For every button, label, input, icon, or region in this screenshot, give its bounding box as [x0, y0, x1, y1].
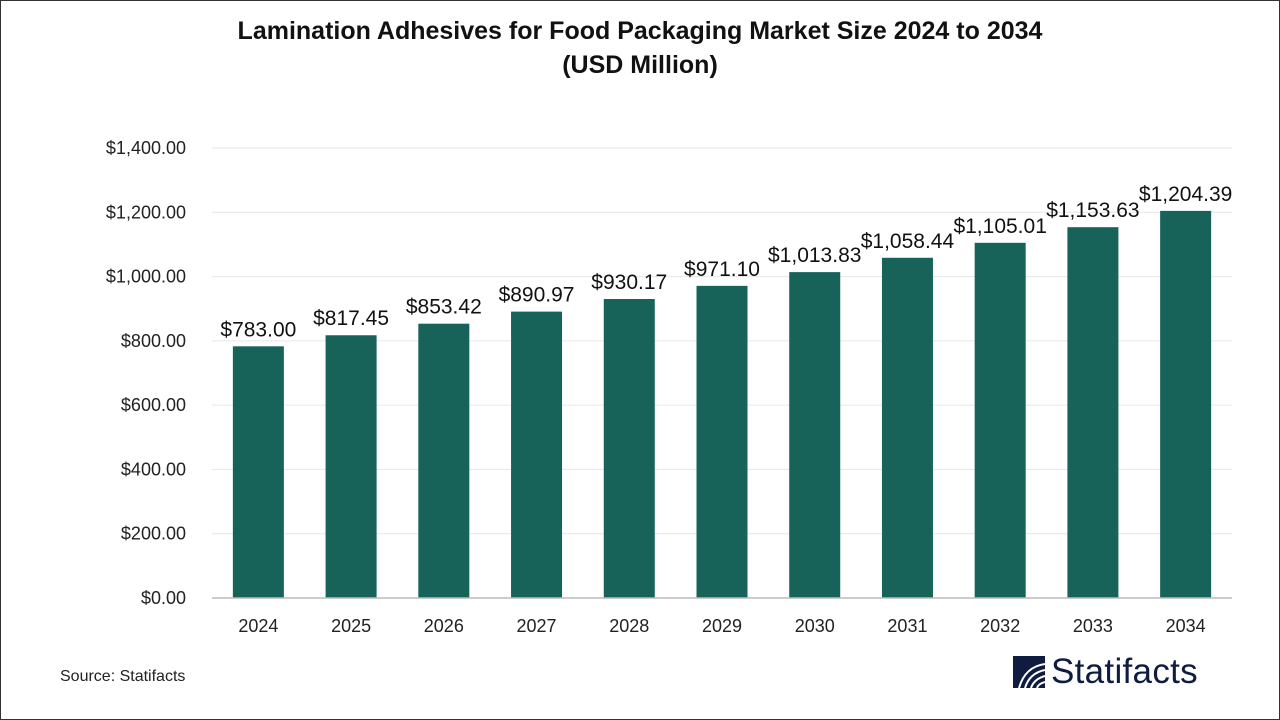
chart-subtitle: (USD Million)	[562, 51, 718, 79]
statifacts-logo: Statifacts	[1013, 652, 1198, 692]
bar-2031	[881, 257, 933, 598]
x-tick-label: 2028	[609, 616, 649, 636]
bar-2030	[789, 272, 841, 598]
data-label: $1,058.44	[861, 230, 955, 253]
bar-2029	[696, 285, 748, 598]
data-label: $1,204.39	[1139, 183, 1232, 206]
data-label: $930.17	[591, 271, 667, 294]
chart-title: Lamination Adhesives for Food Packaging …	[0, 14, 1280, 82]
source-note: Source: Statifacts	[60, 668, 186, 685]
bar-2026	[418, 323, 470, 598]
y-tick-label: $1,000.00	[106, 267, 186, 287]
bar-2032	[974, 242, 1026, 598]
y-tick-label: $800.00	[121, 331, 186, 351]
bar-2034	[1160, 210, 1212, 599]
bar-2025	[325, 335, 377, 598]
x-tick-label: 2031	[887, 616, 927, 636]
logo-mark-icon	[1013, 656, 1045, 688]
x-tick-label: 2030	[795, 616, 835, 636]
y-tick-label: $200.00	[121, 524, 186, 544]
x-tick-label: 2029	[702, 616, 742, 636]
x-tick-label: 2024	[238, 616, 278, 636]
data-label: $971.10	[684, 258, 760, 281]
data-label: $853.42	[406, 296, 482, 319]
data-label: $1,105.01	[953, 215, 1046, 238]
bar-2033	[1067, 227, 1119, 598]
data-label: $1,013.83	[768, 244, 861, 267]
x-tick-label: 2032	[980, 616, 1020, 636]
bar-2024	[232, 346, 284, 598]
y-tick-label: $400.00	[121, 459, 186, 479]
x-tick-label: 2033	[1073, 616, 1113, 636]
bar-2027	[511, 311, 563, 598]
y-tick-label: $1,400.00	[106, 138, 186, 158]
data-label: $817.45	[313, 307, 389, 330]
x-tick-label: 2025	[331, 616, 371, 636]
data-label: $1,153.63	[1046, 199, 1139, 222]
y-tick-label: $0.00	[141, 588, 186, 608]
data-label: $890.97	[499, 284, 575, 307]
data-label: $783.00	[220, 318, 296, 341]
chart-title-main: Lamination Adhesives for Food Packaging …	[237, 17, 1043, 45]
x-tick-label: 2026	[424, 616, 464, 636]
y-tick-label: $1,200.00	[106, 202, 186, 222]
x-tick-label: 2027	[517, 616, 557, 636]
bar-2028	[603, 299, 655, 598]
y-tick-label: $600.00	[121, 395, 186, 415]
logo-text: Statifacts	[1051, 652, 1198, 691]
x-tick-label: 2034	[1166, 616, 1206, 636]
